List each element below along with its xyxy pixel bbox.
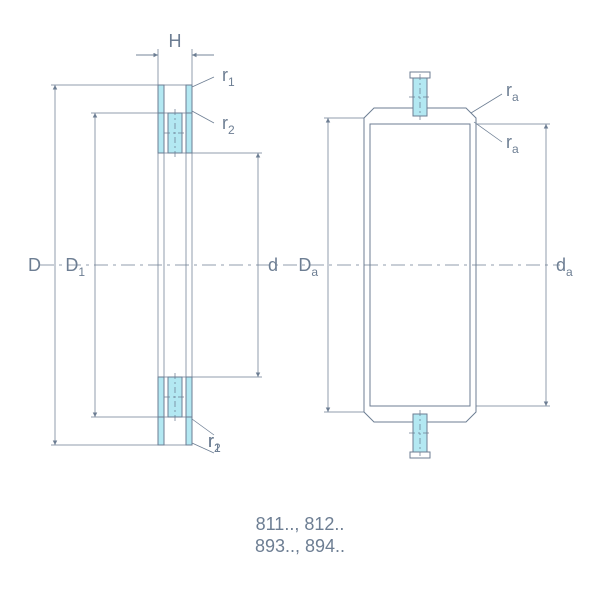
caption-line-1: 811.., 812..	[256, 514, 345, 534]
svg-text:da: da	[556, 255, 573, 279]
svg-text:r2: r2	[222, 113, 235, 137]
svg-text:D1: D1	[65, 255, 85, 279]
svg-text:D: D	[28, 255, 41, 275]
svg-text:H: H	[169, 31, 182, 51]
svg-text:r1: r1	[222, 65, 235, 89]
caption-line-2: 893.., 894..	[255, 536, 345, 556]
svg-text:d: d	[268, 255, 278, 275]
bearing-diagram: HDD1dr1r2r1r2Dadarara 811.., 812.. 893..…	[0, 0, 600, 600]
svg-text:Da: Da	[298, 255, 318, 279]
svg-text:ra: ra	[506, 132, 519, 156]
svg-text:ra: ra	[506, 80, 519, 104]
